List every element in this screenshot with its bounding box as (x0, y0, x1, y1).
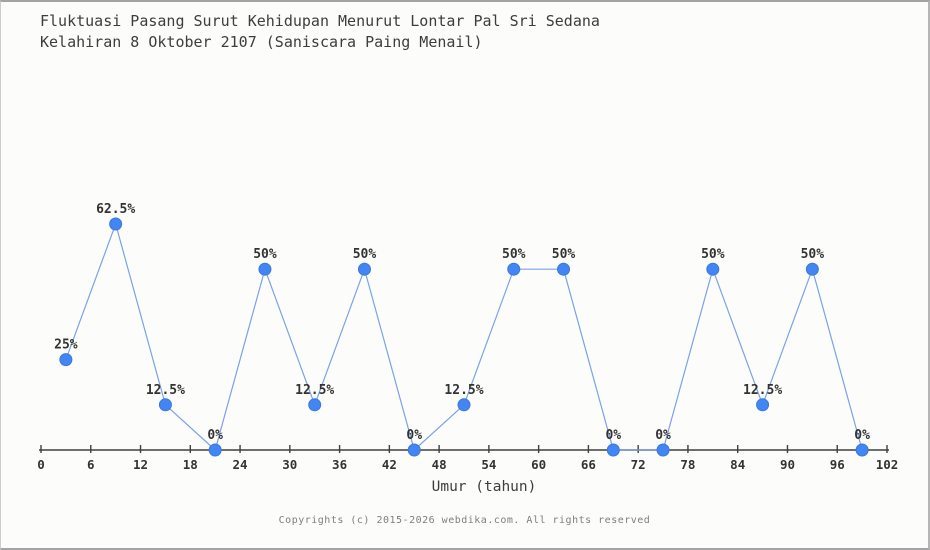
data-point-label: 50% (353, 247, 377, 262)
data-point-label: 50% (701, 247, 725, 262)
data-point-label: 25% (54, 338, 78, 353)
x-axis-tick-label: 0 (37, 457, 45, 472)
x-axis-tick-label: 66 (581, 457, 596, 472)
data-point (656, 443, 670, 457)
data-point (308, 398, 322, 412)
x-axis-tick-label: 96 (830, 457, 845, 472)
x-axis-tick-label: 6 (87, 457, 95, 472)
x-axis-tick-label: 54 (481, 457, 496, 472)
data-point-label: 12.5% (444, 383, 483, 398)
data-point-label: 12.5% (146, 383, 185, 398)
data-point-label: 62.5% (96, 202, 135, 217)
data-point-label: 50% (801, 247, 825, 262)
x-axis-tick-label: 24 (233, 457, 248, 472)
data-point (706, 262, 720, 276)
data-point (158, 398, 172, 412)
x-axis-tick-label: 72 (631, 457, 646, 472)
chart-title: Fluktuasi Pasang Surut Kehidupan Menurut… (40, 11, 600, 53)
data-line (65, 222, 863, 452)
data-point (407, 443, 421, 457)
x-axis-tick-label: 18 (183, 457, 198, 472)
data-point-label: 50% (253, 247, 277, 262)
x-axis-tick-label: 78 (680, 457, 695, 472)
data-point-label: 50% (552, 247, 576, 262)
data-point-label: 0% (655, 428, 671, 443)
data-point-label: 0% (406, 428, 422, 443)
data-point (109, 217, 123, 231)
x-axis-tick-label: 30 (282, 457, 297, 472)
data-point-label: 12.5% (743, 383, 782, 398)
x-axis-tick-label: 84 (730, 457, 745, 472)
data-point (756, 398, 770, 412)
data-point-label: 0% (854, 428, 870, 443)
data-point (357, 262, 371, 276)
chart-title-line2: Kelahiran 8 Oktober 2107 (Saniscara Pain… (40, 33, 483, 51)
data-point (258, 262, 272, 276)
x-axis-tick-label: 60 (531, 457, 546, 472)
x-axis-tick-label: 36 (332, 457, 347, 472)
x-axis-tick-label: 102 (876, 457, 899, 472)
line-chart: 0 6 12 18 24 30 36 42 48 54 60 66 72 78 84 90 96 102 Umur … (37, 202, 899, 495)
data-point (208, 443, 222, 457)
data-point (507, 262, 521, 276)
chart-title-line1: Fluktuasi Pasang Surut Kehidupan Menurut… (40, 12, 600, 30)
x-axis-tick-label: 42 (382, 457, 397, 472)
data-point-label: 0% (207, 428, 223, 443)
data-point-label: 0% (605, 428, 621, 443)
data-point (855, 443, 869, 457)
data-point (59, 353, 73, 367)
x-axis-label: Umur (tahun) (432, 479, 537, 495)
data-point (557, 262, 571, 276)
data-point (805, 262, 819, 276)
copyright-text: Copyrights (c) 2015-2026 webdika.com. Al… (278, 515, 651, 526)
x-axis-tick-label: 12 (133, 457, 148, 472)
data-point-label: 50% (502, 247, 526, 262)
data-point (457, 398, 471, 412)
x-axis-tick-label: 90 (780, 457, 795, 472)
x-axis-tick-label: 48 (432, 457, 447, 472)
data-point (606, 443, 620, 457)
data-point-label: 12.5% (295, 383, 334, 398)
